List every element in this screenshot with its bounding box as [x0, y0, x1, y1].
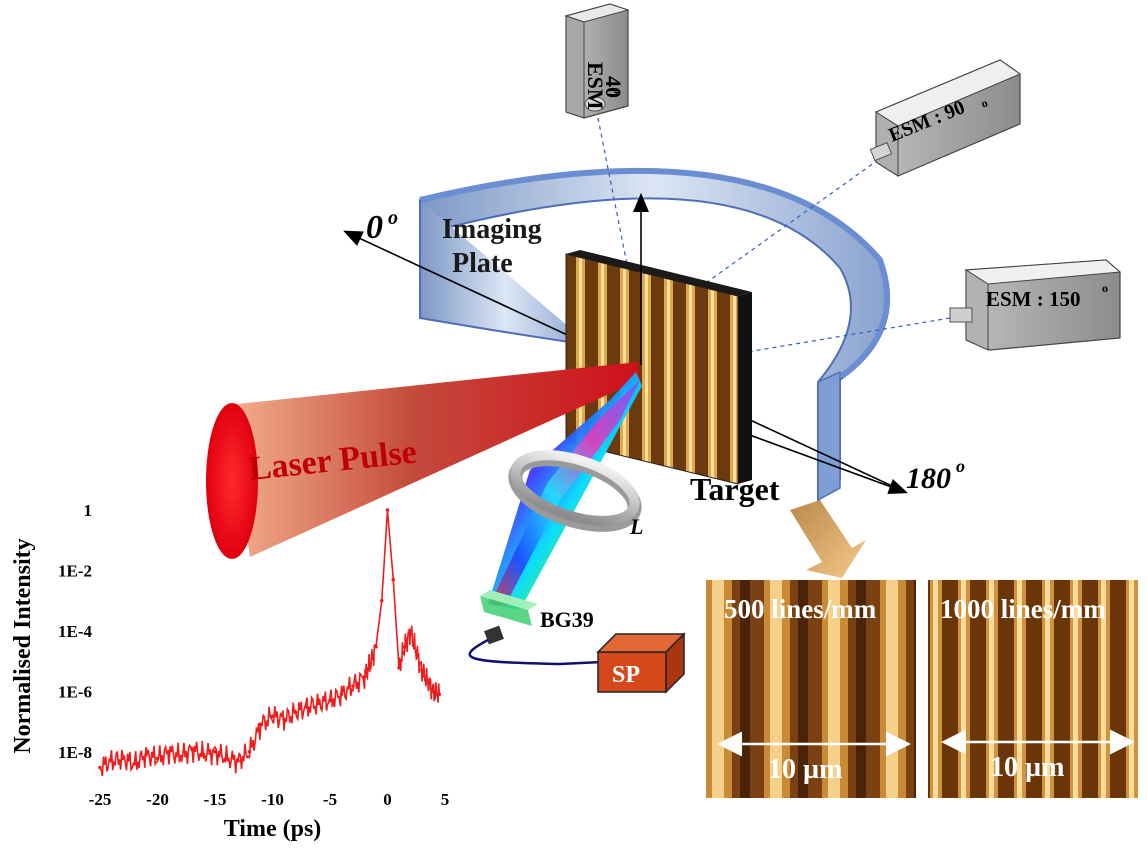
esm-40-angle: 40 — [601, 76, 626, 98]
imaging-plate-label-1: Imaging — [442, 214, 542, 245]
target-arrow — [790, 500, 866, 578]
series-point — [178, 754, 183, 759]
series-point — [213, 749, 217, 754]
spectrometer-fiber — [468, 625, 603, 666]
series-point — [431, 689, 436, 694]
series-point — [167, 749, 171, 754]
series-point — [98, 765, 102, 770]
series-point — [414, 650, 419, 654]
inset-500-scale: 10 µm — [768, 754, 842, 785]
series-point — [282, 717, 286, 721]
esm-150-label: ESM : 150 — [986, 287, 1081, 311]
spectrometer-box — [596, 632, 686, 694]
deg-180-label: 180 — [906, 462, 951, 495]
chart-ylabel: Normalised Intensity — [10, 538, 36, 753]
esm-150-deg: o — [1102, 281, 1108, 295]
series-point — [201, 752, 206, 757]
series-point — [270, 714, 275, 719]
contrast-chart: Normalised Intensity Time (ps) -25 -20 -15… — [10, 501, 449, 842]
series-point — [132, 762, 137, 766]
imaging-plate-label-2: Plate — [452, 248, 513, 279]
labels: ESM 40 ESM : 90 ESM : 150 0 o 180 o Imag… — [247, 62, 1081, 688]
target-label: Target — [690, 471, 780, 507]
series-line — [99, 509, 441, 777]
series-point — [379, 598, 384, 603]
esm-40-label: ESM — [583, 62, 608, 110]
chart-xticks: -25 -20 -15 -10 -5 0 5 — [89, 790, 450, 809]
zero-degree-label: 0 — [366, 209, 383, 246]
series-point — [121, 756, 125, 761]
chart-series — [98, 508, 442, 777]
series-point — [420, 668, 424, 673]
deg-180-symbol: o — [956, 456, 965, 476]
series-point — [397, 666, 401, 670]
y-tick-label: 1E-2 — [58, 561, 92, 580]
series-point — [305, 705, 309, 709]
x-tick-label: -5 — [323, 790, 337, 809]
series-point — [425, 680, 430, 685]
inset-1000-scale: 10 µm — [990, 752, 1064, 783]
series-point — [247, 749, 252, 754]
reflected-beam — [488, 372, 642, 610]
series-point — [224, 756, 229, 761]
series-point — [190, 747, 194, 752]
series-point — [368, 662, 373, 666]
series-point — [155, 756, 160, 761]
chart-xlabel: Time (ps) — [224, 816, 322, 842]
lens — [508, 450, 642, 532]
x-tick-label: 0 — [383, 790, 392, 809]
bg39-filter — [480, 590, 538, 626]
series-point — [437, 692, 442, 697]
x-tick-label: -15 — [204, 790, 227, 809]
x-tick-label: -10 — [261, 790, 284, 809]
series-point — [109, 759, 114, 763]
series-point — [374, 644, 378, 649]
y-tick-label: 1 — [84, 501, 93, 520]
y-tick-label: 1E-8 — [58, 743, 92, 762]
lens-label: L — [629, 514, 643, 539]
series-point — [328, 698, 332, 703]
series-point — [316, 701, 321, 706]
inset-1000-label: 1000 lines/mm — [940, 594, 1106, 624]
inset-500-label: 500 lines/mm — [724, 594, 877, 624]
chart-yticks: 1 1E-2 1E-4 1E-6 1E-8 — [58, 501, 93, 762]
series-point — [351, 684, 355, 688]
esm-40-deg: o — [611, 88, 625, 94]
series-point — [259, 722, 263, 727]
x-tick-label: -20 — [146, 790, 169, 809]
laser-cone — [206, 362, 640, 559]
esm-90-deg: o — [979, 96, 990, 111]
esm-40-detector — [564, 3, 630, 119]
x-tick-label: 5 — [441, 790, 450, 809]
zero-degree-symbol: o — [388, 207, 398, 229]
inset-1000: 1000 lines/mm 10 µm — [928, 580, 1138, 798]
sp-label: SP — [612, 662, 640, 688]
y-tick-label: 1E-6 — [58, 682, 92, 701]
series-point — [385, 508, 390, 512]
x-tick-label: -25 — [89, 790, 112, 809]
series-point — [293, 710, 298, 715]
series-point — [144, 752, 148, 757]
bg39-label: BG39 — [540, 607, 594, 632]
series-point — [391, 577, 396, 582]
esm-90-detector — [869, 59, 1022, 177]
series-point — [339, 692, 344, 697]
series-point — [236, 759, 240, 763]
esm-150-detector — [949, 259, 1122, 351]
series-point — [362, 675, 367, 679]
y-tick-label: 1E-4 — [58, 622, 93, 641]
inset-500: 500 lines/mm 10 µm — [706, 580, 916, 798]
series-point — [402, 644, 407, 649]
series-point — [408, 629, 413, 633]
imaging-plate — [418, 167, 890, 503]
